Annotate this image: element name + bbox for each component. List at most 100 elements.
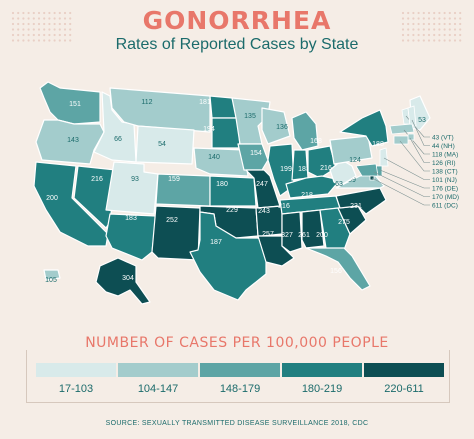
state-ia	[237, 143, 269, 171]
state-wi	[261, 107, 291, 145]
decorative-dots-left	[11, 11, 72, 42]
state-ak	[95, 257, 151, 305]
state-pa	[329, 135, 373, 165]
state-value-ks: 180	[216, 181, 228, 188]
state-value-ok: 229	[226, 207, 238, 214]
state-sd	[211, 117, 241, 149]
legend-title: NUMBER OF CASES PER 100,000 PEOPLE	[85, 335, 389, 351]
state-value-mi: 168	[310, 138, 322, 145]
state-value-nv: 216	[91, 176, 103, 183]
state-value-ak: 304	[122, 275, 134, 282]
state-value-ky: 218	[301, 192, 313, 199]
callout-line-nh	[411, 119, 430, 146]
state-value-pa: 124	[349, 157, 361, 164]
state-value-al: 261	[298, 232, 310, 239]
state-nj	[379, 147, 389, 167]
page-subtitle: Rates of Reported Cases by State	[115, 36, 359, 53]
state-value-wy: 54	[158, 141, 166, 148]
callout-line-ri	[409, 137, 430, 163]
state-ma	[389, 123, 415, 135]
callout-label-de: 176 (DE)	[432, 186, 458, 193]
state-mi	[291, 111, 319, 151]
state-value-wa: 151	[69, 101, 81, 108]
legend-swatch-2	[118, 363, 198, 377]
state-value-az: 183	[125, 215, 137, 222]
state-in	[291, 149, 309, 181]
state-md	[355, 163, 379, 177]
state-hi	[43, 269, 61, 281]
state-value-mo: 247	[256, 181, 268, 188]
legend-swatch-5	[364, 363, 444, 377]
legend-label-1: 17-103	[58, 383, 94, 395]
state-nh	[407, 105, 417, 127]
state-oh	[307, 145, 337, 179]
callout-line-dc	[371, 177, 430, 206]
state-value-sc: 275	[338, 219, 350, 226]
state-value-or: 143	[67, 137, 79, 144]
state-value-la: 257	[262, 231, 274, 238]
state-ne	[193, 147, 249, 177]
state-ct	[393, 135, 409, 145]
legend-label-2: 104-147	[137, 383, 179, 395]
state-value-va: 139	[344, 177, 356, 184]
us-state-map: 151 143 200 216 66 112 54 93 183 159 252 181 194 140 1…	[33, 81, 459, 305]
state-value-mn: 135	[244, 113, 256, 120]
state-value-nm: 252	[166, 217, 178, 224]
state-fl	[305, 247, 371, 291]
state-ri	[407, 133, 415, 141]
legend-label-4: 180-219	[301, 383, 343, 395]
state-value-oh: 216	[320, 165, 332, 172]
state-ms	[281, 211, 303, 253]
callout-line-ct	[399, 140, 430, 172]
callout-label-ct: 138 (CT)	[432, 169, 458, 176]
decorative-dots-right	[401, 11, 462, 42]
state-value-co: 159	[168, 176, 180, 183]
state-value-hi: 105	[45, 277, 57, 284]
legend-swatch-3	[200, 363, 280, 377]
state-value-ia: 154	[250, 150, 262, 157]
legend-frame	[26, 350, 450, 403]
state-value-nd: 181	[199, 99, 211, 106]
legend-swatch-1	[36, 363, 116, 377]
state-nm	[151, 205, 201, 261]
state-value-in: 183	[298, 166, 310, 173]
legend-label-3: 148-179	[219, 383, 261, 395]
legend-label-5: 220-611	[384, 383, 424, 395]
state-co	[155, 173, 211, 207]
state-value-sd: 194	[203, 126, 215, 133]
page-title: GONORRHEA	[142, 6, 332, 35]
state-value-id: 66	[114, 136, 122, 143]
state-value-nc: 231	[350, 203, 362, 210]
state-value-tn: 216	[278, 203, 290, 210]
state-mo	[245, 169, 281, 209]
legend-swatch-4	[282, 363, 362, 377]
state-value-ga: 200	[316, 232, 328, 239]
callout-label-nj: 101 (NJ)	[432, 177, 457, 184]
state-value-il: 199	[280, 166, 292, 173]
state-ut	[105, 161, 159, 215]
source-note: SOURCE: SEXUALLY TRANSMITTED DISEASE SUR…	[105, 420, 369, 427]
callout-label-nh: 44 (NH)	[432, 143, 455, 150]
callout-label-ma: 118 (MA)	[432, 152, 458, 159]
state-ny	[339, 109, 389, 147]
state-value-ny: 188	[372, 141, 384, 148]
state-value-tx: 187	[210, 239, 222, 246]
state-value-fl: 156	[330, 268, 342, 275]
state-ar	[255, 205, 283, 237]
state-ca	[33, 161, 109, 247]
state-value-ne: 140	[208, 154, 220, 161]
callout-label-ri: 126 (RI)	[432, 160, 455, 167]
state-value-ar: 243	[258, 208, 270, 215]
state-value-wv: 63	[335, 181, 343, 188]
callout-label-dc: 611 (DC)	[432, 203, 458, 210]
state-value-wi: 136	[276, 124, 288, 131]
state-mn	[231, 97, 271, 145]
state-value-ms: 327	[281, 232, 293, 239]
state-value-ca: 200	[46, 195, 58, 202]
state-value-ut: 93	[131, 176, 139, 183]
state-wa	[39, 81, 101, 125]
state-value-mt: 112	[141, 99, 152, 106]
callout-label-md: 170 (MD)	[432, 194, 459, 201]
callout-line-md	[373, 171, 430, 197]
state-value-me: 53	[418, 117, 426, 124]
